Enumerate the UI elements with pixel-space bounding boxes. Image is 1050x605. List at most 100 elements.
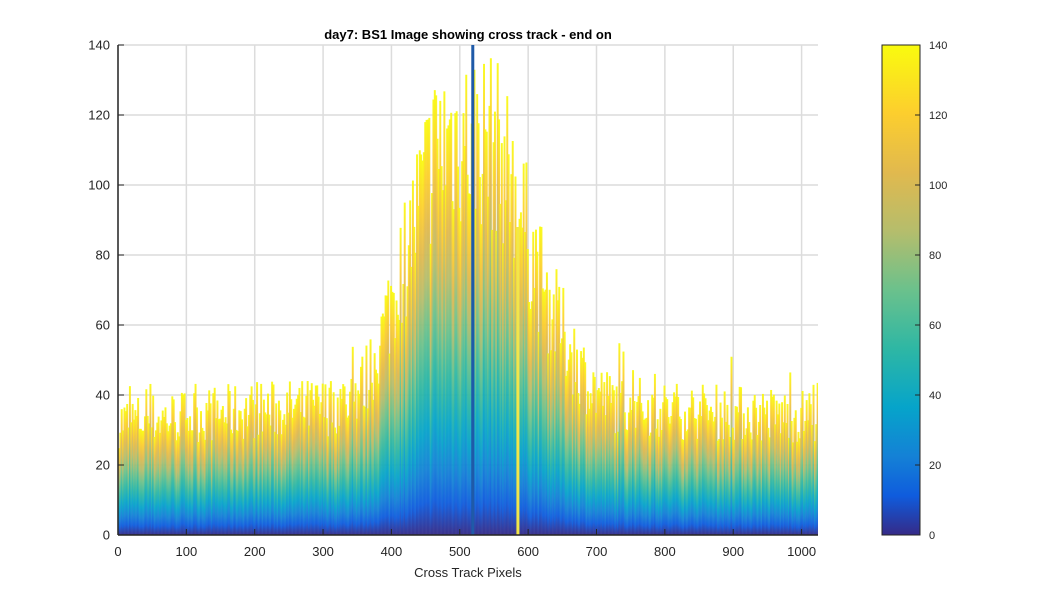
- data-column: [811, 424, 814, 535]
- data-column: [396, 314, 399, 535]
- data-column: [648, 435, 651, 535]
- data-column: [379, 345, 382, 535]
- data-column: [599, 391, 602, 535]
- axes: 0 100 200 300 400 500 600 700 800 900 1000 0 20 40 60 8…: [88, 38, 818, 559]
- data-column: [601, 405, 604, 535]
- data-column: [448, 119, 451, 535]
- data-column: [530, 301, 533, 535]
- data-column: [529, 308, 532, 535]
- data-column: [798, 438, 801, 535]
- data-column: [450, 112, 453, 535]
- data-column: [331, 422, 334, 535]
- data-column: [496, 63, 499, 535]
- data-column: [808, 393, 811, 535]
- data-column: [655, 428, 658, 535]
- data-column: [473, 69, 476, 535]
- data-column: [649, 432, 652, 535]
- data-column: [653, 373, 656, 535]
- data-column: [280, 434, 283, 535]
- data-column: [510, 174, 513, 535]
- data-column: [796, 441, 799, 535]
- data-column: [392, 292, 395, 535]
- data-column: [276, 434, 279, 535]
- data-column: [245, 398, 248, 535]
- data-column: [552, 294, 555, 535]
- data-column: [359, 366, 362, 535]
- data-column: [571, 394, 574, 535]
- data-column: [771, 396, 774, 535]
- data-column: [694, 418, 697, 535]
- data-column: [632, 370, 635, 535]
- data-column: [768, 437, 771, 535]
- data-column: [692, 397, 695, 535]
- data-column: [641, 411, 644, 535]
- data-column: [165, 423, 168, 535]
- data-column: [172, 399, 175, 535]
- data-column: [734, 406, 737, 535]
- data-column: [342, 384, 345, 535]
- data-column: [576, 349, 578, 535]
- data-column: [301, 381, 304, 535]
- data-column: [291, 417, 294, 535]
- data-column: [536, 251, 539, 535]
- data-column: [149, 383, 152, 535]
- data-column: [191, 430, 194, 535]
- x-tick-label: 1000: [787, 544, 816, 559]
- data-column: [216, 400, 219, 535]
- data-column: [712, 421, 715, 535]
- data-column: [168, 425, 171, 535]
- data-column: [622, 351, 625, 535]
- data-column: [610, 402, 613, 535]
- data-column: [346, 417, 349, 535]
- data-column: [195, 407, 198, 535]
- data-column: [409, 200, 412, 535]
- data-column: [387, 280, 390, 535]
- data-column: [577, 393, 580, 535]
- data-column: [370, 382, 373, 535]
- data-column: [265, 414, 268, 535]
- data-column: [696, 438, 699, 535]
- data-column: [565, 375, 568, 535]
- data-layer: [118, 45, 818, 535]
- data-column: [124, 411, 127, 535]
- data-column: [749, 432, 752, 535]
- data-column: [189, 416, 192, 535]
- data-column: [488, 105, 491, 535]
- data-column: [525, 162, 528, 535]
- data-column: [787, 437, 790, 535]
- data-column: [626, 430, 629, 535]
- data-column: [802, 430, 805, 535]
- data-column: [399, 227, 402, 535]
- data-column: [152, 395, 155, 535]
- data-column: [461, 161, 464, 535]
- colorbar-tick-label: 100: [929, 180, 947, 192]
- data-column: [267, 393, 269, 535]
- data-column: [633, 401, 636, 535]
- data-column: [414, 252, 417, 535]
- data-column: [190, 430, 193, 535]
- data-column: [246, 426, 249, 535]
- y-tick-label: 120: [88, 108, 110, 123]
- data-column: [775, 400, 778, 535]
- data-column: [446, 128, 449, 535]
- data-column: [753, 394, 756, 535]
- data-column: [120, 409, 123, 535]
- data-column: [804, 420, 807, 535]
- y-tick-label: 140: [88, 38, 110, 53]
- data-column: [608, 376, 611, 535]
- data-column: [180, 392, 183, 535]
- data-column: [293, 408, 295, 535]
- data-column: [541, 288, 544, 535]
- data-column: [421, 160, 424, 535]
- data-column: [366, 408, 369, 535]
- data-column: [638, 377, 641, 535]
- data-column: [708, 410, 711, 535]
- data-column: [303, 417, 306, 535]
- data-column: [673, 392, 676, 535]
- data-column: [286, 392, 289, 535]
- data-column: [463, 146, 466, 535]
- data-column: [689, 407, 692, 535]
- data-column: [153, 436, 156, 535]
- data-column: [424, 122, 427, 535]
- data-column: [740, 387, 743, 535]
